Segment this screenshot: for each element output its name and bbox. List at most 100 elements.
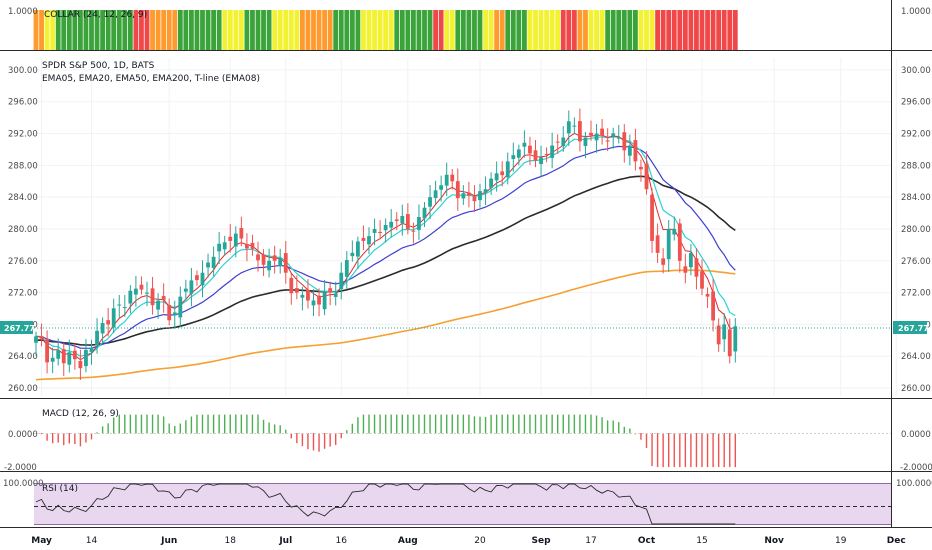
collar-bar xyxy=(577,10,583,50)
collar-bar xyxy=(455,10,461,50)
candle-body xyxy=(34,336,38,343)
rsi-path xyxy=(35,483,736,525)
collar-bar xyxy=(161,10,167,50)
collar-bar xyxy=(94,10,100,50)
collar-bar xyxy=(599,10,605,50)
collar-bar xyxy=(621,10,627,50)
collar-bar xyxy=(721,10,727,50)
rsi-band xyxy=(34,483,891,525)
candle-body xyxy=(411,230,416,232)
candlesticks xyxy=(34,108,738,380)
candle-body xyxy=(550,145,555,158)
collar-bar xyxy=(244,10,250,50)
collar-bar xyxy=(666,10,672,50)
collar-bar xyxy=(516,10,522,50)
collar-right-tick: 1.0000 xyxy=(901,7,931,17)
candle-body xyxy=(145,292,149,294)
collar-bar xyxy=(200,10,205,50)
candle-body xyxy=(294,288,299,293)
price-tick-right: 292.00 xyxy=(901,130,931,140)
indicators-title: EMA05, EMA20, EMA50, EMA200, T-line (EMA… xyxy=(42,74,260,84)
time-tick-label: May xyxy=(31,536,52,546)
candle-body xyxy=(283,253,288,273)
candle-body xyxy=(444,174,449,186)
candle-body xyxy=(134,288,138,295)
candle-body xyxy=(578,121,582,142)
candle-body xyxy=(289,277,294,294)
collar-bar xyxy=(533,10,538,50)
candle-body xyxy=(322,292,327,310)
collar-bar xyxy=(716,10,722,50)
rsi-right-tick: 100.0000 xyxy=(896,479,932,489)
collar-bar xyxy=(238,10,244,50)
candle-body xyxy=(61,349,66,364)
collar-bar xyxy=(544,10,549,50)
candle-body xyxy=(150,288,155,306)
price-tick-right: 284.00 xyxy=(901,193,931,203)
collar-bar xyxy=(66,10,72,50)
ema50-path xyxy=(35,175,736,346)
candle-body xyxy=(111,308,116,328)
macd-histogram xyxy=(34,414,891,468)
candle-body xyxy=(483,189,488,193)
collar-bar xyxy=(127,10,133,50)
candle-body xyxy=(639,166,643,170)
collar-bar xyxy=(78,10,83,50)
rsi-left-tick: 100.0000 xyxy=(3,479,44,489)
collar-bar xyxy=(399,10,405,50)
price-tick-right: 272.00 xyxy=(901,289,931,299)
candle-body xyxy=(394,219,399,222)
collar-bar xyxy=(472,10,477,50)
collar-bar xyxy=(605,10,611,50)
collar-bar xyxy=(216,10,222,50)
candle-body xyxy=(122,307,127,309)
collar-bar xyxy=(111,10,117,50)
candle-body xyxy=(450,174,455,182)
candle-body xyxy=(644,163,649,190)
collar-bar xyxy=(594,10,599,50)
collar-bar xyxy=(694,10,699,50)
candle-body xyxy=(422,207,427,219)
candle-body xyxy=(300,294,305,298)
time-tick-label: 15 xyxy=(696,536,707,546)
collar-bar xyxy=(394,10,400,50)
candle-body xyxy=(39,336,44,339)
price-tick-left: 276.00 xyxy=(8,257,38,267)
collar-bar xyxy=(205,10,211,50)
collar-bar xyxy=(488,10,494,50)
collar-bar xyxy=(705,10,710,50)
collar-bar xyxy=(549,10,555,50)
collar-bar xyxy=(377,10,383,50)
collar-bar xyxy=(272,10,278,50)
candle-body xyxy=(433,190,438,198)
collar-bar xyxy=(610,10,616,50)
candle-body xyxy=(677,223,682,261)
candle-body xyxy=(256,254,260,261)
candle-body xyxy=(417,217,421,230)
collar-bar xyxy=(510,10,516,50)
candle-body xyxy=(528,145,532,154)
candle-body xyxy=(333,293,338,297)
collar-left-tick: 1.0000 xyxy=(8,7,38,17)
price-tick-right: 260.00 xyxy=(901,384,931,394)
candle-body xyxy=(566,121,571,134)
time-tick-label: 18 xyxy=(225,536,237,546)
collar-bar xyxy=(172,10,178,50)
price-tick-right: 288.00 xyxy=(901,161,931,171)
price-tick-left: 296.00 xyxy=(8,98,38,108)
collar-bar xyxy=(255,10,261,50)
candle-body xyxy=(228,236,233,241)
macd-left-tick-zero: 0.0000 xyxy=(8,430,38,440)
price-tick-left: 300.00 xyxy=(8,66,38,76)
candle-body xyxy=(195,275,199,281)
collar-bar xyxy=(261,10,266,50)
collar-bar xyxy=(294,10,300,50)
candle-body xyxy=(178,296,183,318)
collar-bar xyxy=(250,10,255,50)
candle-body xyxy=(267,260,271,271)
collar-bar xyxy=(372,10,377,50)
collar-bar xyxy=(560,10,566,50)
candle-body xyxy=(661,258,666,265)
collar-bar xyxy=(277,10,283,50)
